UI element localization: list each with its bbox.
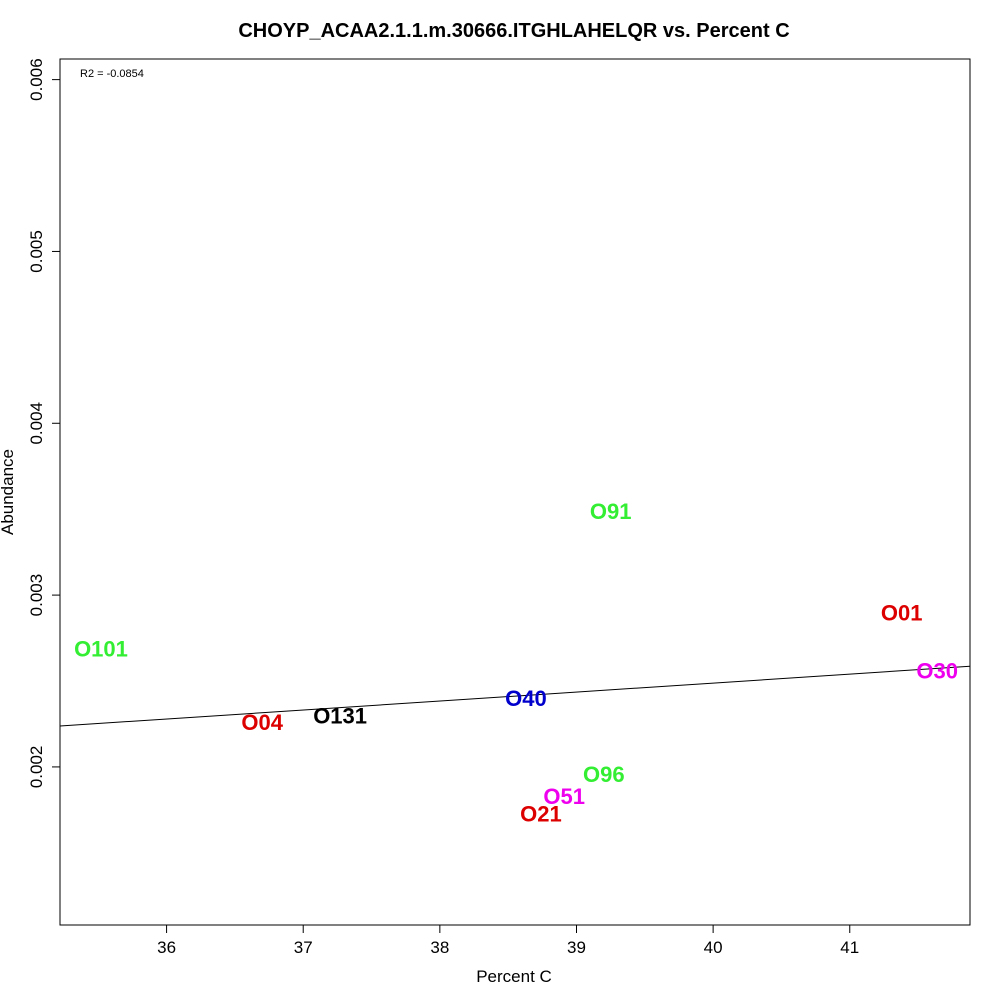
data-point-label: O101 xyxy=(74,636,128,661)
r2-annotation: R2 = -0.0854 xyxy=(80,68,144,80)
y-tick-label: 0.003 xyxy=(27,574,46,617)
x-tick-label: 38 xyxy=(430,938,449,957)
x-tick-label: 37 xyxy=(294,938,313,957)
regression-line xyxy=(59,665,971,727)
data-point-label: O30 xyxy=(916,659,958,684)
data-point-label: O131 xyxy=(313,703,367,728)
x-tick-label: 41 xyxy=(840,938,859,957)
data-point-label: O04 xyxy=(241,710,283,735)
y-axis-label: Abundance xyxy=(0,449,17,535)
x-tick-label: 36 xyxy=(157,938,176,957)
data-point-label: O40 xyxy=(505,686,547,711)
data-point-label: O51 xyxy=(543,784,585,809)
y-tick-label: 0.004 xyxy=(27,402,46,445)
data-point-label: O21 xyxy=(520,801,562,826)
y-tick-label: 0.002 xyxy=(27,746,46,789)
chart-title: CHOYP_ACAA2.1.1.m.30666.ITGHLAHELQR vs. … xyxy=(238,20,789,42)
plot-frame xyxy=(59,58,971,926)
x-axis-label: Percent C xyxy=(476,967,552,986)
x-tick-label: 40 xyxy=(704,938,723,957)
data-point-label: O91 xyxy=(590,499,632,524)
data-point-label: O01 xyxy=(881,600,923,625)
x-tick-label: 39 xyxy=(567,938,586,957)
y-tick-label: 0.005 xyxy=(27,230,46,273)
data-point-label: O96 xyxy=(583,762,625,787)
x-axis: 36 37 38 39 40 41 xyxy=(157,925,859,957)
y-axis: 0.002 0.003 0.004 0.005 0.006 xyxy=(27,58,60,788)
y-tick-label: 0.006 xyxy=(27,58,46,101)
